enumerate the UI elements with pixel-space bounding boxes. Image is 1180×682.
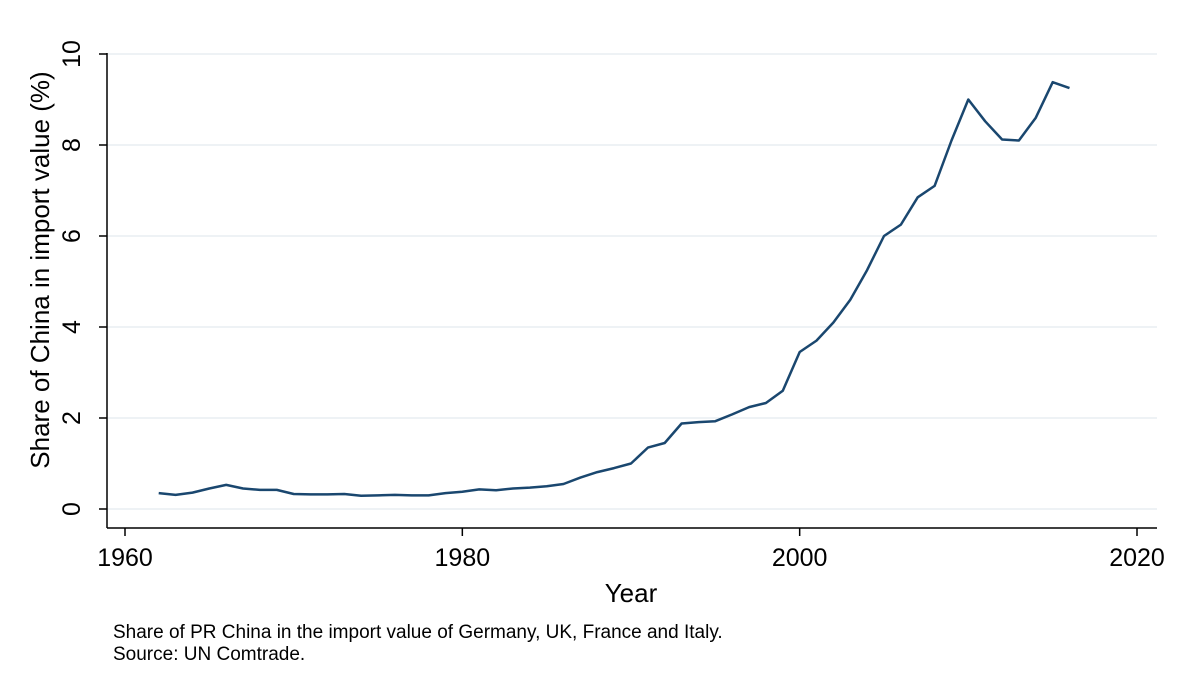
x-tick-label: 1980 — [435, 544, 491, 572]
series-line — [158, 80, 1070, 498]
y-tick-label: 0 — [58, 502, 86, 516]
x-axis-title: Year — [605, 578, 658, 608]
y-tick-label: 10 — [58, 40, 86, 68]
series-group — [158, 80, 1070, 498]
y-tick-label: 4 — [58, 320, 86, 334]
y-axis-title: Share of China in import value (%) — [25, 71, 55, 468]
y-tick-label: 2 — [58, 411, 86, 425]
x-tick-label: 2020 — [1109, 544, 1165, 572]
y-tick-label: 8 — [58, 138, 86, 152]
x-axis-ticks: 1960 1980 2000 2020 — [97, 528, 1165, 572]
y-tick-label: 6 — [58, 229, 86, 243]
x-tick-label: 2000 — [772, 544, 828, 572]
y-axis-ticks: 0 2 4 6 8 10 — [58, 40, 107, 516]
gridlines — [107, 53, 1157, 510]
chart-source: Source: UN Comtrade. — [113, 644, 306, 665]
chart-note: Share of PR China in the import value of… — [113, 622, 723, 643]
x-tick-label: 1960 — [97, 544, 153, 572]
axes — [106, 53, 1157, 529]
